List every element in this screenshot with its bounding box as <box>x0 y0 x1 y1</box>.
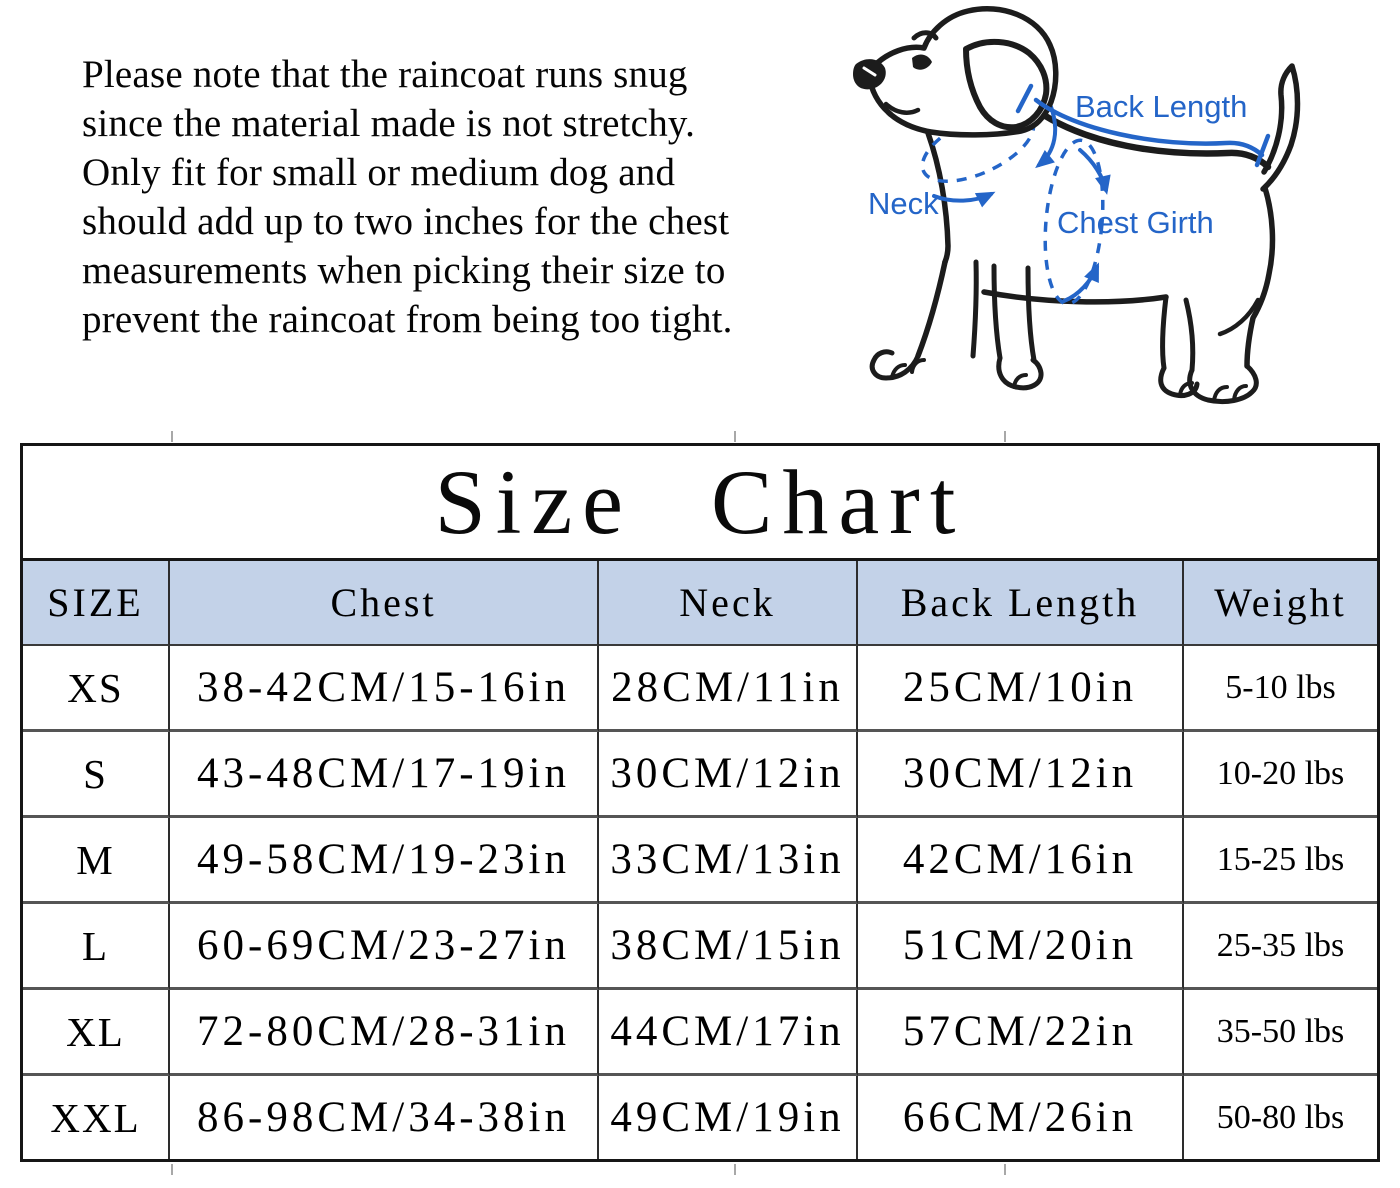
back-length-label: Back Length <box>1075 89 1247 124</box>
neck-value: 38CM/15in <box>599 904 858 990</box>
dog-mouth <box>883 101 921 115</box>
table-row-xl: XL 72-80CM/28-31in 44CM/17in 57CM/22in 3… <box>23 990 1377 1076</box>
note-line: measurements when picking their size to <box>82 249 726 292</box>
raincoat-note-paragraph: Please note that the raincoat runs snug … <box>82 50 842 344</box>
size-value: XL <box>23 990 170 1076</box>
back-length-value: 42CM/16in <box>858 818 1184 904</box>
weight-value: 35-50 lbs <box>1184 990 1377 1076</box>
dog-ear <box>963 38 1050 131</box>
table-row-s: S 43-48CM/17-19in 30CM/12in 30CM/12in 10… <box>23 732 1377 818</box>
weight-value: 10-20 lbs <box>1184 732 1377 818</box>
chest-top-arrow <box>1078 148 1111 195</box>
neck-label: Neck <box>868 186 939 221</box>
dog-illustration: Back Length Neck Chest Girth <box>853 6 1301 405</box>
grid-tick <box>734 1164 736 1175</box>
chest-value: 38-42CM/15-16in <box>170 646 599 732</box>
neck-value: 49CM/19in <box>599 1076 858 1159</box>
grid-tick <box>734 431 736 442</box>
note-line: prevent the raincoat from being too tigh… <box>82 298 733 341</box>
size-chart-title: Size Chart <box>23 446 1377 561</box>
table-row-m: M 49-58CM/19-23in 33CM/13in 42CM/16in 15… <box>23 818 1377 904</box>
chest-bottom-arrow <box>1062 262 1099 303</box>
size-chart-table: Size Chart SIZE Chest Neck Back Length W… <box>20 443 1380 1162</box>
note-line: should add up to two inches for the ches… <box>82 200 730 243</box>
back-length-measure-line <box>1015 83 1271 168</box>
size-value: M <box>23 818 170 904</box>
neck-value: 30CM/12in <box>599 732 858 818</box>
back-length-value: 66CM/26in <box>858 1076 1184 1159</box>
size-value: L <box>23 904 170 990</box>
chest-value: 43-48CM/17-19in <box>170 732 599 818</box>
grid-tick <box>1004 431 1006 442</box>
chest-value: 86-98CM/34-38in <box>170 1076 599 1159</box>
back-length-value: 57CM/22in <box>858 990 1184 1076</box>
back-length-value: 25CM/10in <box>858 646 1184 732</box>
size-value: XXL <box>23 1076 170 1159</box>
dog-body-lines <box>869 63 1301 405</box>
size-value: XS <box>23 646 170 732</box>
weight-value: 25-35 lbs <box>1184 904 1377 990</box>
table-row-xxl: XXL 86-98CM/34-38in 49CM/19in 66CM/26in … <box>23 1076 1377 1159</box>
weight-value: 50-80 lbs <box>1216 1098 1345 1136</box>
neck-value: 28CM/11in <box>599 646 858 732</box>
neck-arrow <box>932 191 996 208</box>
table-row-xs: XS 38-42CM/15-16in 28CM/11in 25CM/10in 5… <box>23 646 1377 732</box>
back-length-value: 30CM/12in <box>858 732 1184 818</box>
chest-value: 49-58CM/19-23in <box>170 818 599 904</box>
grid-tick <box>171 1164 173 1175</box>
note-line: since the material made is not stretchy. <box>82 102 696 145</box>
column-header-size: SIZE <box>23 561 170 646</box>
table-row-l: L 60-69CM/23-27in 38CM/15in 51CM/20in 25… <box>23 904 1377 990</box>
dog-measurement-diagram: Back Length Neck Chest Girth <box>828 0 1400 432</box>
weight-value: 5-10 lbs <box>1184 646 1377 732</box>
chest-value: 60-69CM/23-27in <box>170 904 599 990</box>
back-length-value: 51CM/20in <box>858 904 1184 990</box>
size-value: S <box>23 732 170 818</box>
grid-tick <box>1004 1164 1006 1175</box>
column-header-back-length: Back Length <box>858 561 1184 646</box>
size-chart-header-row: SIZE Chest Neck Back Length Weight <box>23 561 1377 646</box>
neck-value: 44CM/17in <box>599 990 858 1076</box>
neck-value: 33CM/13in <box>599 818 858 904</box>
chest-value: 72-80CM/28-31in <box>170 990 599 1076</box>
column-header-weight: Weight <box>1184 561 1377 646</box>
chest-girth-dashed-ellipse <box>1043 138 1105 306</box>
dog-eyebrow <box>911 30 939 41</box>
column-header-neck: Neck <box>599 561 858 646</box>
dog-head <box>853 6 1059 138</box>
weight-value: 15-25 lbs <box>1184 818 1377 904</box>
column-header-chest: Chest <box>170 561 599 646</box>
note-line: Only fit for small or medium dog and <box>82 151 676 194</box>
chest-girth-label: Chest Girth <box>1057 205 1214 240</box>
dog-nose <box>853 59 886 90</box>
note-line: Please note that the raincoat runs snug <box>82 53 688 96</box>
dog-eye <box>912 54 932 70</box>
grid-tick <box>171 431 173 442</box>
